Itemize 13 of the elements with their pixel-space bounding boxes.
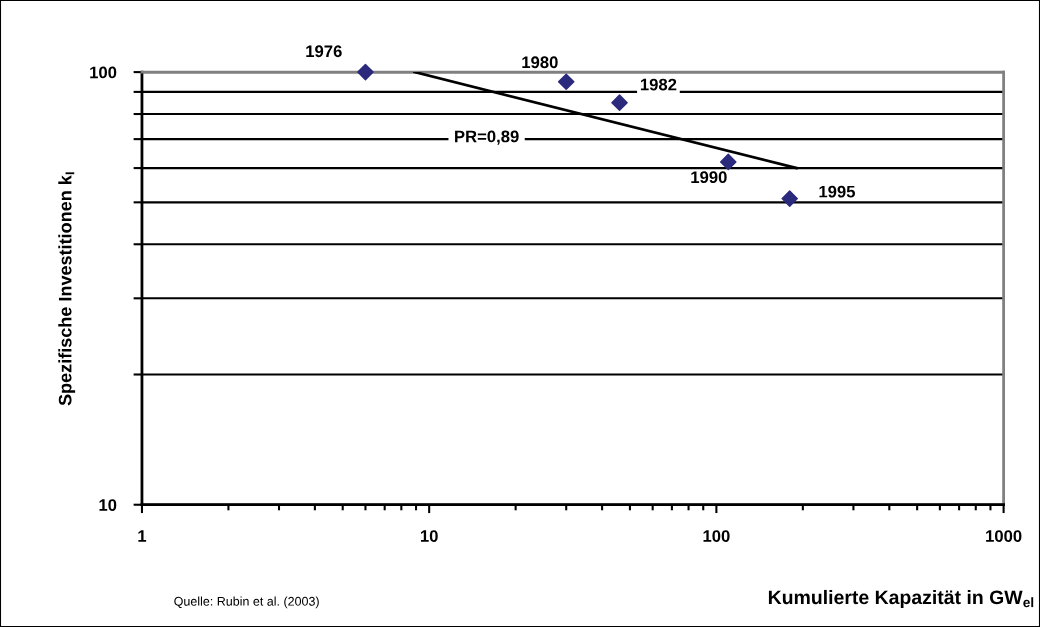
x-tick-label: 1000 xyxy=(986,530,1022,542)
annotation: 1980 xyxy=(522,56,558,69)
annotation: PR=0,89 xyxy=(455,130,519,145)
annotation: 1976 xyxy=(306,45,342,58)
x-axis-title: Kumulierte Kapazität in GW$_{el}$ xyxy=(768,589,1034,609)
annotation: 1995 xyxy=(819,185,855,198)
y-axis-title: Spezifische Investitionen k$_{I}$ xyxy=(58,172,76,406)
source-note: Quelle: Rubin et al. (2003) xyxy=(174,596,319,609)
x-tick-label: 1 xyxy=(138,530,147,542)
annotation: 1990 xyxy=(691,171,727,184)
x-tick-label: 100 xyxy=(703,530,730,542)
x-tick-label: 10 xyxy=(420,530,438,542)
annotation: 1982 xyxy=(640,78,677,91)
